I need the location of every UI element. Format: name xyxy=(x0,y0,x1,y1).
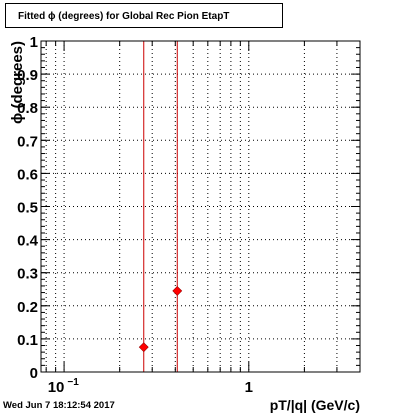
vertical-lines xyxy=(143,41,178,372)
chart-title: Fitted ϕ (degrees) for Global Rec Pion E… xyxy=(18,11,230,22)
x-axis-label: pT/|q| (GeV/c) xyxy=(270,397,360,413)
y-tick-labels: 0 0.1 0.2 0.3 0.4 0.5 0.6 0.7 0.8 0.9 1 xyxy=(17,34,39,382)
x-tick-label: 1 xyxy=(245,379,253,396)
y-tick-label: 0.5 xyxy=(17,200,38,217)
timestamp: Wed Jun 7 18:12:54 2017 xyxy=(3,400,115,411)
y-tick-label: 0.3 xyxy=(17,266,38,283)
y-tick-label: 0.1 xyxy=(17,332,38,349)
y-axis-label: ϕ (degrees) xyxy=(9,41,26,124)
x-tick-exponent: −1 xyxy=(67,377,79,388)
y-tick-label: 0.9 xyxy=(17,67,38,84)
grid-lines xyxy=(41,41,360,372)
y-tick-label: 0.8 xyxy=(17,100,38,117)
x-tick-label: 10 xyxy=(48,379,65,396)
y-tick-label: 0.2 xyxy=(17,299,38,316)
data-point xyxy=(138,342,149,353)
y-tick-label: 0.6 xyxy=(17,166,38,183)
y-tick-label: 0 xyxy=(30,365,38,382)
axis-ticks xyxy=(41,40,360,373)
y-tick-label: 0.4 xyxy=(17,233,39,250)
data-points xyxy=(138,285,183,353)
y-tick-label: 0.7 xyxy=(17,133,38,150)
plot-frame xyxy=(40,40,361,373)
data-point xyxy=(172,285,183,296)
x-tick-labels: 10 −1 1 xyxy=(48,377,253,396)
chart-title-box: Fitted ϕ (degrees) for Global Rec Pion E… xyxy=(5,3,283,28)
y-tick-label: 1 xyxy=(30,34,38,51)
